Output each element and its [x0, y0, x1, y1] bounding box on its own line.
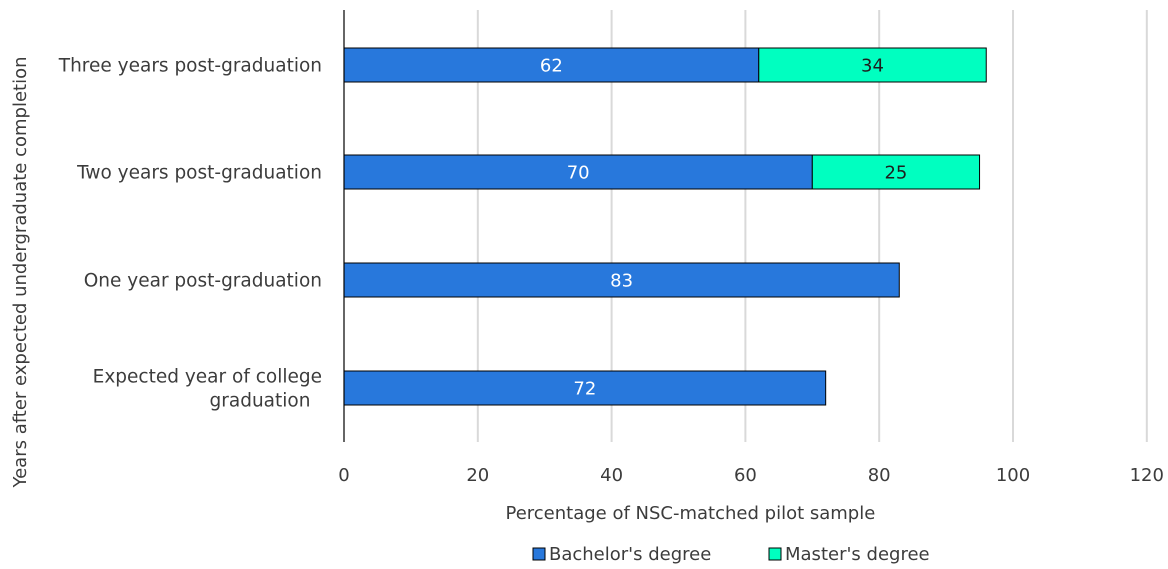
bar-bachelors: [343, 262, 900, 298]
y-axis-title: Years after expected undergraduate compl…: [10, 57, 31, 489]
x-tick-label: 40: [600, 465, 623, 486]
x-axis-title: Percentage of NSC-matched pilot sample: [505, 503, 875, 524]
bar-value-label: 62: [540, 56, 563, 77]
x-tick-label: 100: [996, 465, 1030, 486]
bar-bachelors: [343, 370, 827, 406]
category-label: Three years post-graduation: [58, 56, 322, 77]
x-tick-label: 20: [466, 465, 489, 486]
category-label: One year post-graduation: [84, 271, 322, 292]
category-label: Expected year of college graduation: [93, 367, 322, 412]
x-tick-labels: 0 20 40 60 80 100 120: [338, 465, 1164, 486]
x-tick-label: 60: [734, 465, 757, 486]
category-labels: Three years post-graduation Two years pos…: [58, 56, 322, 412]
x-tick-label: 0: [338, 465, 349, 486]
bar-masters: [811, 154, 981, 190]
category-label: Two years post-graduation: [76, 163, 322, 184]
bars: 62 34 70 25 83 72: [343, 47, 987, 406]
bar-masters: [758, 47, 987, 83]
legend-masters-label: Master's degree: [785, 544, 930, 565]
bar-bachelors: [343, 47, 760, 83]
legend-bachelors-label: Bachelor's degree: [549, 544, 711, 565]
legend-bachelors-swatch: [532, 547, 546, 561]
legend: Bachelor's degree Master's degree: [532, 544, 930, 565]
x-tick-label: 120: [1130, 465, 1164, 486]
x-tick-label: 80: [868, 465, 891, 486]
bar-value-label: 72: [573, 379, 596, 400]
bar-value-label: 25: [884, 163, 907, 184]
bar-value-label: 34: [861, 56, 884, 77]
bar-value-label: 70: [567, 163, 590, 184]
bar-value-label: 83: [610, 271, 633, 292]
legend-masters-swatch: [768, 547, 782, 561]
